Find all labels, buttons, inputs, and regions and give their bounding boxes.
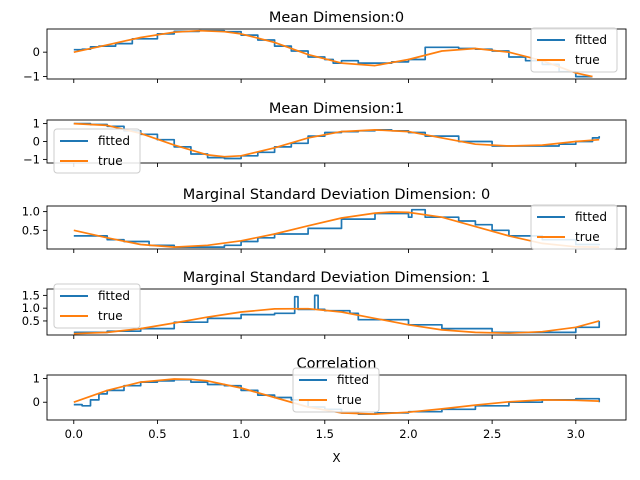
series-line-true bbox=[73, 211, 600, 248]
y-tick-label: −1 bbox=[23, 70, 40, 84]
legend-label-true: true bbox=[98, 154, 123, 168]
legend: fitted true bbox=[530, 204, 618, 250]
legend-label-true: true bbox=[98, 309, 123, 323]
legend-label-fitted: fitted bbox=[575, 210, 607, 224]
y-tick-label: −1 bbox=[23, 152, 40, 166]
x-tick-label: 2.0 bbox=[399, 427, 417, 441]
x-axis-label: X bbox=[332, 451, 340, 465]
axes-frame bbox=[46, 288, 627, 336]
legend: fitted true bbox=[53, 283, 141, 329]
series-line-fitted bbox=[73, 294, 601, 334]
legend-label-fitted: fitted bbox=[337, 373, 369, 387]
x-tick-label: 0.0 bbox=[65, 427, 83, 441]
y-tick-label: 0.5 bbox=[22, 314, 40, 328]
x-tick-label: 1.5 bbox=[316, 427, 334, 441]
legend-label-fitted: fitted bbox=[98, 134, 130, 148]
subplot-3: Marginal Standard Deviation Dimension: 1… bbox=[22, 270, 627, 339]
subplot-title: Mean Dimension:0 bbox=[269, 10, 404, 26]
x-tick-label: 0.5 bbox=[148, 427, 166, 441]
y-tick-label: 1.5 bbox=[22, 288, 40, 302]
axes-frame bbox=[46, 28, 627, 80]
series-line-fitted bbox=[73, 378, 601, 415]
legend-label-true: true bbox=[575, 53, 600, 67]
series-line-true bbox=[73, 122, 600, 158]
subplot-title: Marginal Standard Deviation Dimension: 1 bbox=[183, 270, 490, 286]
y-tick-label: 0.5 bbox=[22, 223, 40, 237]
x-tick-label: 1.0 bbox=[232, 427, 250, 441]
y-tick-label: 0 bbox=[33, 135, 40, 149]
y-tick-label: 0 bbox=[33, 395, 40, 409]
y-tick-label: 1 bbox=[33, 372, 40, 386]
legend: fitted true bbox=[292, 367, 380, 413]
subplot-2: Marginal Standard Deviation Dimension: 0… bbox=[22, 187, 627, 253]
subplot-title: Mean Dimension:1 bbox=[269, 101, 404, 117]
axes-frame bbox=[46, 205, 627, 250]
x-tick-label: 2.5 bbox=[483, 427, 501, 441]
legend: fitted true bbox=[530, 27, 618, 73]
subplot-0: Mean Dimension:0 −1 0 fitted true bbox=[23, 10, 627, 84]
subplot-title: Marginal Standard Deviation Dimension: 0 bbox=[183, 187, 490, 203]
y-tick-label: 1 bbox=[33, 117, 40, 131]
legend-label-true: true bbox=[575, 230, 600, 244]
legend: fitted true bbox=[53, 128, 141, 174]
y-tick-label: 1.0 bbox=[22, 301, 40, 315]
legend-label-fitted: fitted bbox=[98, 289, 130, 303]
y-tick-label: 0 bbox=[33, 45, 40, 59]
series-line-true bbox=[73, 307, 600, 335]
legend-label-true: true bbox=[337, 393, 362, 407]
y-tick-label: 1.0 bbox=[22, 205, 40, 219]
legend-label-fitted: fitted bbox=[575, 33, 607, 47]
series-line-true bbox=[73, 29, 593, 78]
x-tick-label: 3.0 bbox=[567, 427, 585, 441]
subplot-1: Mean Dimension:1 −1 0 1 fitted true bbox=[23, 101, 627, 174]
